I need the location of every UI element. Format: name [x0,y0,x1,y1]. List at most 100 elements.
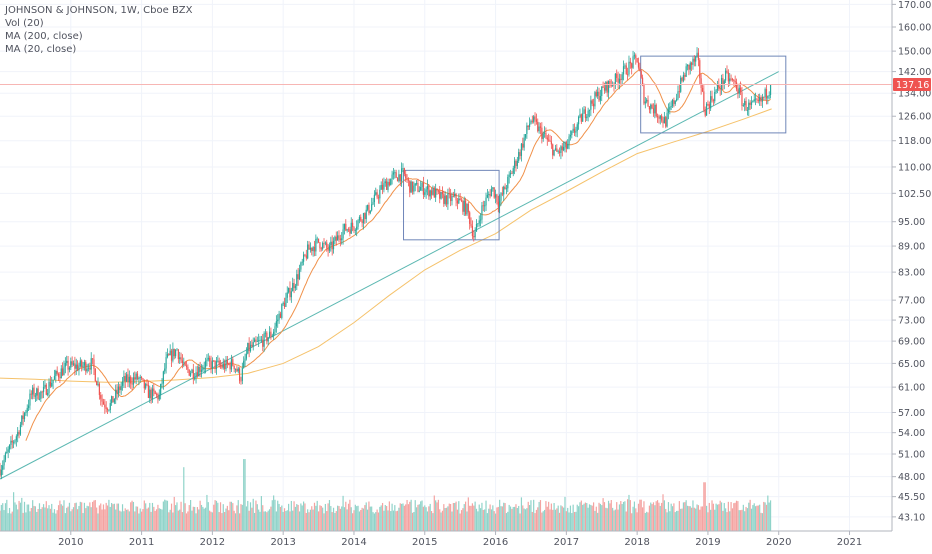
candle-body [509,172,512,175]
candle-body [104,404,106,408]
candle-body [30,393,32,395]
volume-bar [77,509,79,531]
volume-bar [745,506,747,531]
candle-body [684,75,686,77]
volume-bar [567,507,569,531]
volume-bar [614,509,616,531]
candle-body [564,141,566,147]
candle-body [175,349,177,357]
legend-ma200[interactable]: MA (200, close) [5,31,83,42]
volume-bar [104,509,106,531]
candle-body [323,243,325,244]
candle-body [217,360,219,362]
candle-body [169,350,171,356]
volume-bar [372,512,374,531]
candle-body [343,223,346,230]
volume-bar [627,499,629,531]
volume-bar [225,508,227,531]
candle-body [49,381,51,387]
volume-bar [44,507,46,531]
volume-bar [324,503,326,531]
volume-bar [185,513,188,531]
candle-body [426,185,429,190]
candle-body [473,236,475,238]
volume-bar [289,511,291,531]
candle-body [703,91,705,110]
candle-body [603,87,606,91]
volume-bar [711,500,713,531]
candle-body [655,104,657,117]
volume-bar [297,504,299,531]
volume-bar [588,504,591,531]
candle-body [742,105,744,107]
candle-body [686,64,689,67]
candle-body [341,238,343,241]
candle-body [631,63,633,68]
volume-bar [149,502,151,531]
candle-body [124,376,126,382]
volume-bar [247,500,249,531]
volume-bar [317,511,320,531]
candle-body [699,60,701,79]
volume-bar [8,507,11,531]
candle-body [616,73,618,78]
volume-bar [97,513,99,531]
volume-bar [689,506,691,531]
candle-body [298,269,301,280]
candle-body [552,144,554,156]
candle-body [765,89,768,99]
volume-bar [207,502,209,531]
candle-body [117,386,120,394]
candle-body [607,81,610,93]
volume-bar [414,500,416,531]
candle-body [0,469,2,476]
candle-body [346,229,348,231]
candle-body [622,66,625,75]
candle-body [253,339,256,343]
candle-body [157,394,159,400]
candle-body [429,190,431,197]
candle-body [194,378,196,379]
price-tick-label: 110.00 [898,162,931,173]
volume-bar [386,505,388,531]
volume-bar [586,503,588,531]
candle-body [671,99,674,107]
candle-body [245,353,248,359]
candle-body [34,395,36,397]
time-tick-label: 2020 [766,537,791,548]
candle-body [324,242,326,244]
candle-body [523,137,525,148]
volume-bar [346,509,348,531]
candle-body [497,201,499,207]
legend-ma20[interactable]: MA (20, close) [5,44,77,55]
volume-bar [75,502,77,531]
volume-bar [458,501,460,531]
candle-body [195,372,197,379]
volume-bar [501,506,503,531]
candle-body [665,117,667,127]
legend-volume[interactable]: Vol (20) [5,18,44,29]
volume-bar [352,513,354,531]
candle-body [290,291,292,298]
volume-bar [394,505,396,531]
candle-body [364,213,366,220]
volume-bar [539,500,542,531]
volume-bar [229,501,231,531]
volume-bar [564,496,566,531]
candle-body [463,200,465,212]
candle-body [147,385,149,398]
volume-bar [278,503,280,531]
candle-body [731,79,734,81]
volume-bar [41,507,43,531]
time-tick-label: 2015 [412,537,437,548]
volume-bar [607,500,610,531]
volume-bar [590,504,592,531]
price-tick-label: 54.00 [898,428,925,439]
volume-bar [641,507,644,531]
volume-bar [413,512,415,531]
volume-bar [509,506,512,531]
volume-bar [666,512,668,531]
candle-body [595,92,597,97]
